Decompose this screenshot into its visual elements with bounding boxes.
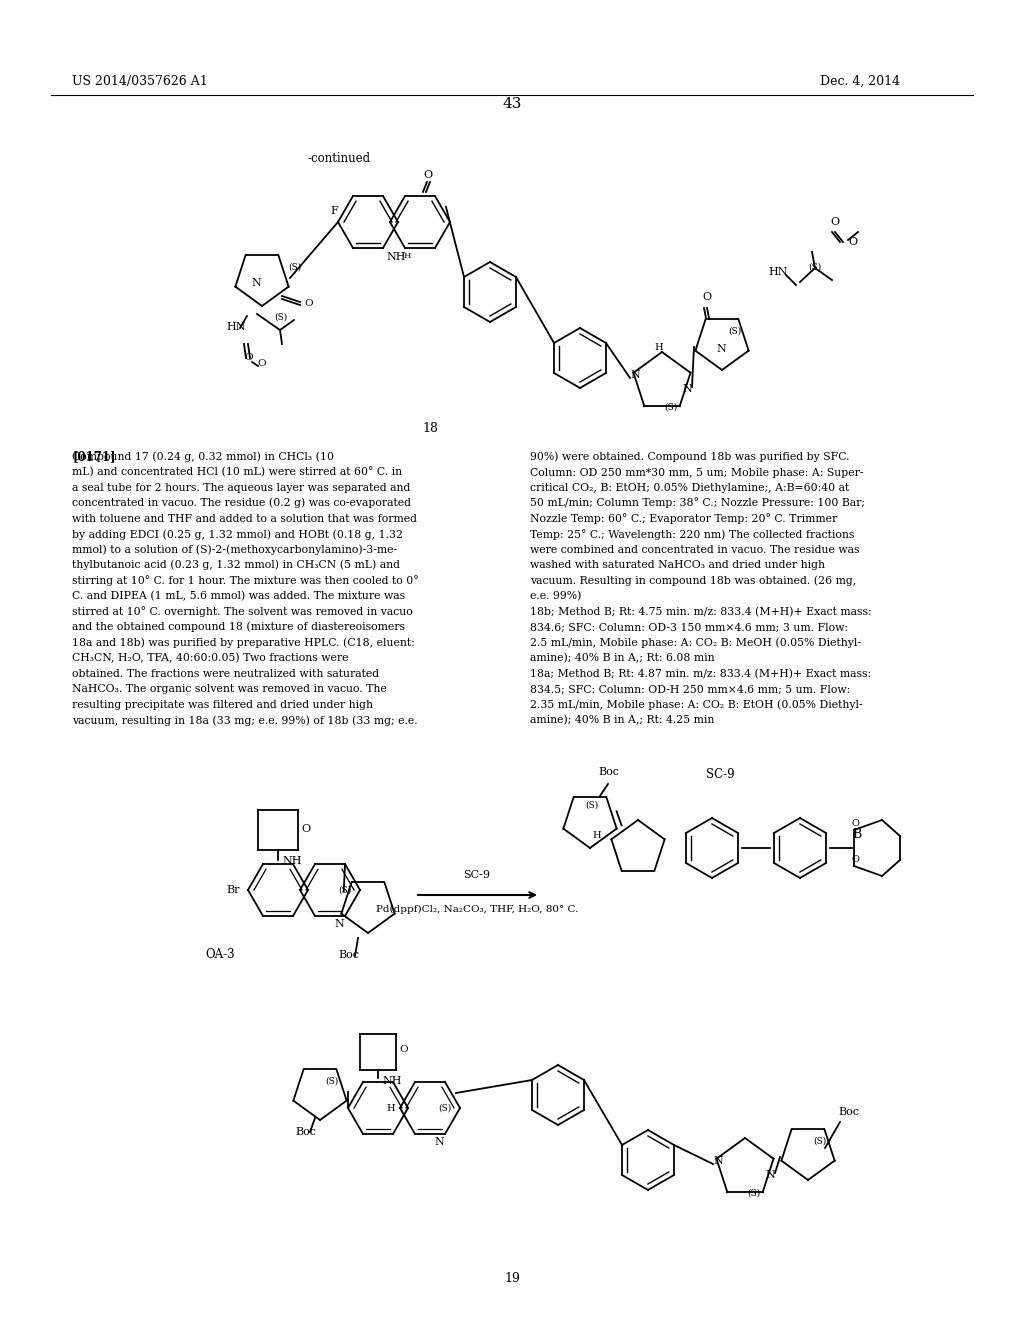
Text: by adding EDCI (0.25 g, 1.32 mmol) and HOBt (0.18 g, 1.32: by adding EDCI (0.25 g, 1.32 mmol) and H… xyxy=(72,529,403,540)
Text: amine); 40% B in A,; Rt: 4.25 min: amine); 40% B in A,; Rt: 4.25 min xyxy=(530,715,715,726)
Text: 18b; Method B; Rt: 4.75 min. m/z: 833.4 (M+H)+ Exact mass:: 18b; Method B; Rt: 4.75 min. m/z: 833.4 … xyxy=(530,607,871,616)
Text: H: H xyxy=(404,252,412,260)
Text: vacuum. Resulting in compound 18b was obtained. (26 mg,: vacuum. Resulting in compound 18b was ob… xyxy=(530,576,856,586)
Text: amine); 40% B in A,; Rt: 6.08 min: amine); 40% B in A,; Rt: 6.08 min xyxy=(530,653,715,664)
Text: with toluene and THF and added to a solution that was formed: with toluene and THF and added to a solu… xyxy=(72,513,417,524)
Text: O: O xyxy=(399,1045,408,1053)
Text: NH: NH xyxy=(386,252,406,261)
Text: N: N xyxy=(765,1170,775,1180)
Text: F: F xyxy=(330,206,338,216)
Text: stirring at 10° C. for 1 hour. The mixture was then cooled to 0°: stirring at 10° C. for 1 hour. The mixtu… xyxy=(72,576,419,586)
Text: (S): (S) xyxy=(274,313,288,322)
Text: [0171]: [0171] xyxy=(72,450,116,463)
Text: washed with saturated NaHCO₃ and dried under high: washed with saturated NaHCO₃ and dried u… xyxy=(530,561,825,570)
Text: H: H xyxy=(654,343,663,352)
Text: SC-9: SC-9 xyxy=(706,768,734,781)
Text: concentrated in vacuo. The residue (0.2 g) was co-evaporated: concentrated in vacuo. The residue (0.2 … xyxy=(72,498,411,508)
Text: stirred at 10° C. overnight. The solvent was removed in vacuo: stirred at 10° C. overnight. The solvent… xyxy=(72,606,413,616)
Text: mmol) to a solution of (S)-2-(methoxycarbonylamino)-3-me-: mmol) to a solution of (S)-2-(methoxycar… xyxy=(72,544,397,554)
Text: CH₃CN, H₂O, TFA, 40:60:0.05) Two fractions were: CH₃CN, H₂O, TFA, 40:60:0.05) Two fractio… xyxy=(72,653,348,664)
Text: O: O xyxy=(424,170,432,180)
Text: Boc: Boc xyxy=(598,767,618,777)
Text: (S): (S) xyxy=(585,801,598,810)
Text: O: O xyxy=(830,216,839,227)
Text: were combined and concentrated in vacuo. The residue was: were combined and concentrated in vacuo.… xyxy=(530,545,859,554)
Text: O: O xyxy=(301,824,310,834)
Text: N: N xyxy=(434,1137,443,1147)
Text: 90%) were obtained. Compound 18b was purified by SFC.: 90%) were obtained. Compound 18b was pur… xyxy=(530,451,850,462)
Text: (S): (S) xyxy=(325,1077,338,1086)
Text: 18a; Method B; Rt: 4.87 min. m/z: 833.4 (M+H)+ Exact mass:: 18a; Method B; Rt: 4.87 min. m/z: 833.4 … xyxy=(530,669,871,678)
Text: a seal tube for 2 hours. The aqueous layer was separated and: a seal tube for 2 hours. The aqueous lay… xyxy=(72,483,411,492)
Text: N: N xyxy=(251,279,261,288)
Text: N: N xyxy=(334,919,344,929)
Text: e.e. 99%): e.e. 99%) xyxy=(530,591,582,602)
Text: 2.5 mL/min, Mobile phase: A: CO₂ B: MeOH (0.05% Diethyl-: 2.5 mL/min, Mobile phase: A: CO₂ B: MeOH… xyxy=(530,638,861,648)
Text: Boc: Boc xyxy=(295,1127,316,1137)
Text: 50 mL/min; Column Temp: 38° C.; Nozzle Pressure: 100 Bar;: 50 mL/min; Column Temp: 38° C.; Nozzle P… xyxy=(530,498,865,508)
Text: (S): (S) xyxy=(664,403,677,412)
Text: H: H xyxy=(386,1104,394,1113)
Text: NH: NH xyxy=(282,855,301,866)
Text: B: B xyxy=(852,828,861,841)
Text: US 2014/0357626 A1: US 2014/0357626 A1 xyxy=(72,75,208,88)
Text: O: O xyxy=(304,300,312,308)
Text: 834.5; SFC: Column: OD-H 250 mm×4.6 mm; 5 um. Flow:: 834.5; SFC: Column: OD-H 250 mm×4.6 mm; … xyxy=(530,685,850,694)
Text: O: O xyxy=(702,292,711,302)
Text: Pd(dppf)Cl₂, Na₂CO₃, THF, H₂O, 80° C.: Pd(dppf)Cl₂, Na₂CO₃, THF, H₂O, 80° C. xyxy=(376,906,579,913)
Text: O: O xyxy=(244,352,253,362)
Text: OA-3: OA-3 xyxy=(205,948,234,961)
Text: Boc: Boc xyxy=(338,950,359,960)
Text: (S): (S) xyxy=(338,886,351,895)
Text: Boc: Boc xyxy=(838,1107,859,1117)
Text: HN: HN xyxy=(768,267,787,277)
Text: resulting precipitate was filtered and dried under high: resulting precipitate was filtered and d… xyxy=(72,700,373,710)
Text: -continued: -continued xyxy=(308,152,371,165)
Text: 19: 19 xyxy=(504,1272,520,1284)
Text: Nozzle Temp: 60° C.; Evaporator Temp: 20° C. Trimmer: Nozzle Temp: 60° C.; Evaporator Temp: 20… xyxy=(530,513,838,524)
Text: (S): (S) xyxy=(808,263,821,272)
Text: Temp: 25° C.; Wavelength: 220 nm) The collected fractions: Temp: 25° C.; Wavelength: 220 nm) The co… xyxy=(530,528,854,540)
Text: N: N xyxy=(682,384,692,393)
Text: 2.35 mL/min, Mobile phase: A: CO₂ B: EtOH (0.05% Diethyl-: 2.35 mL/min, Mobile phase: A: CO₂ B: EtO… xyxy=(530,700,862,710)
Text: vacuum, resulting in 18a (33 mg; e.e. 99%) of 18b (33 mg; e.e.: vacuum, resulting in 18a (33 mg; e.e. 99… xyxy=(72,715,418,726)
Text: O: O xyxy=(848,238,857,247)
Text: O: O xyxy=(257,359,265,368)
Text: Dec. 4, 2014: Dec. 4, 2014 xyxy=(820,75,900,88)
Text: O: O xyxy=(852,818,860,828)
Text: C. and DIPEA (1 mL, 5.6 mmol) was added. The mixture was: C. and DIPEA (1 mL, 5.6 mmol) was added.… xyxy=(72,591,406,602)
Text: (S): (S) xyxy=(728,327,741,337)
Text: O: O xyxy=(852,855,860,865)
Text: NH: NH xyxy=(382,1076,401,1086)
Text: and the obtained compound 18 (mixture of diastereoisomers: and the obtained compound 18 (mixture of… xyxy=(72,622,406,632)
Text: 18: 18 xyxy=(422,422,438,436)
Text: (S): (S) xyxy=(288,263,301,272)
Text: (S): (S) xyxy=(746,1189,760,1199)
Text: N: N xyxy=(630,370,640,380)
Text: Column: OD 250 mm*30 mm, 5 um; Mobile phase: A: Super-: Column: OD 250 mm*30 mm, 5 um; Mobile ph… xyxy=(530,467,863,478)
Text: mL) and concentrated HCl (10 mL) were stirred at 60° C. in: mL) and concentrated HCl (10 mL) were st… xyxy=(72,467,402,478)
Text: critical CO₂, B: EtOH; 0.05% Diethylamine;, A:B=60:40 at: critical CO₂, B: EtOH; 0.05% Diethylamin… xyxy=(530,483,849,492)
Text: 18a and 18b) was purified by preparative HPLC. (C18, eluent:: 18a and 18b) was purified by preparative… xyxy=(72,638,415,648)
Text: N: N xyxy=(713,1156,723,1166)
Text: HN: HN xyxy=(226,322,246,333)
Text: N: N xyxy=(716,345,726,354)
Text: (S): (S) xyxy=(438,1104,452,1113)
Text: NaHCO₃. The organic solvent was removed in vacuo. The: NaHCO₃. The organic solvent was removed … xyxy=(72,685,387,694)
Text: H: H xyxy=(592,832,601,840)
Text: Br: Br xyxy=(226,884,240,895)
Text: Compound 17 (0.24 g, 0.32 mmol) in CHCl₃ (10: Compound 17 (0.24 g, 0.32 mmol) in CHCl₃… xyxy=(72,451,334,462)
Text: SC-9: SC-9 xyxy=(464,870,490,880)
Text: 43: 43 xyxy=(503,96,521,111)
Text: 834.6; SFC: Column: OD-3 150 mm×4.6 mm; 3 um. Flow:: 834.6; SFC: Column: OD-3 150 mm×4.6 mm; … xyxy=(530,623,848,632)
Text: obtained. The fractions were neutralized with saturated: obtained. The fractions were neutralized… xyxy=(72,669,379,678)
Text: thylbutanoic acid (0.23 g, 1.32 mmol) in CH₃CN (5 mL) and: thylbutanoic acid (0.23 g, 1.32 mmol) in… xyxy=(72,560,400,570)
Text: (S): (S) xyxy=(813,1137,826,1146)
